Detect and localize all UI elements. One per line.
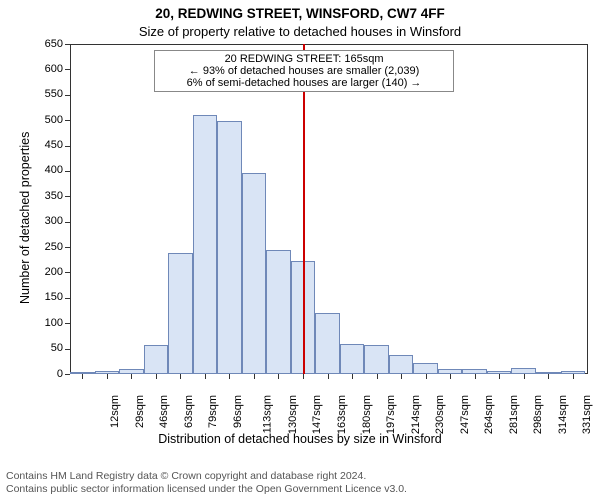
x-tick-mark <box>450 374 451 379</box>
y-tick-mark <box>65 69 70 70</box>
x-tick-label: 331sqm <box>581 395 593 434</box>
x-tick-mark <box>377 374 378 379</box>
annotation-line1: 20 REDWING STREET: 165sqm <box>159 53 449 65</box>
histogram-bar <box>462 369 487 374</box>
x-tick-mark <box>278 374 279 379</box>
y-tick-label: 650 <box>29 38 63 50</box>
histogram-bar <box>266 250 291 374</box>
histogram-bar <box>168 253 193 374</box>
histogram-bar <box>438 369 463 374</box>
y-tick-mark <box>65 349 70 350</box>
histogram-bar <box>242 173 267 374</box>
x-tick-mark <box>156 374 157 379</box>
histogram-bar <box>217 121 242 374</box>
x-tick-label: 12sqm <box>109 395 121 428</box>
y-tick-mark <box>65 171 70 172</box>
y-tick-mark <box>65 323 70 324</box>
y-tick-label: 0 <box>29 368 63 380</box>
footer-attribution: Contains HM Land Registry data © Crown c… <box>6 470 407 496</box>
x-tick-label: 264sqm <box>483 395 495 434</box>
y-tick-mark <box>65 222 70 223</box>
footer-line1: Contains HM Land Registry data © Crown c… <box>6 470 407 483</box>
x-tick-mark <box>205 374 206 379</box>
y-tick-mark <box>65 44 70 45</box>
histogram-bar <box>536 372 561 374</box>
x-tick-label: 96sqm <box>232 395 244 428</box>
histogram-bar <box>315 313 340 374</box>
histogram-bar <box>561 371 586 374</box>
x-tick-label: 314sqm <box>557 395 569 434</box>
x-tick-label: 29sqm <box>134 395 146 428</box>
x-tick-label: 46sqm <box>158 395 170 428</box>
y-tick-label: 400 <box>29 164 63 176</box>
x-tick-mark <box>107 374 108 379</box>
x-tick-mark <box>426 374 427 379</box>
reference-line <box>303 44 305 374</box>
y-tick-label: 300 <box>29 215 63 227</box>
annotation-line2: ← 93% of detached houses are smaller (2,… <box>159 65 449 77</box>
x-tick-mark <box>82 374 83 379</box>
histogram-bar <box>70 372 95 374</box>
histogram-bar <box>144 345 169 374</box>
x-tick-label: 230sqm <box>434 395 446 434</box>
y-tick-label: 200 <box>29 266 63 278</box>
x-tick-mark <box>303 374 304 379</box>
y-tick-mark <box>65 298 70 299</box>
histogram-bar <box>487 371 512 374</box>
annotation-box: 20 REDWING STREET: 165sqm← 93% of detach… <box>154 50 454 92</box>
x-tick-mark <box>475 374 476 379</box>
y-tick-label: 250 <box>29 241 63 253</box>
y-tick-label: 100 <box>29 317 63 329</box>
x-tick-label: 214sqm <box>410 395 422 434</box>
x-tick-label: 180sqm <box>361 395 373 434</box>
x-tick-label: 197sqm <box>385 395 397 434</box>
x-tick-mark <box>180 374 181 379</box>
footer-line2: Contains public sector information licen… <box>6 483 407 496</box>
y-tick-label: 450 <box>29 139 63 151</box>
y-tick-label: 150 <box>29 291 63 303</box>
histogram-bar <box>193 115 218 374</box>
y-tick-mark <box>65 272 70 273</box>
chart-subtitle: Size of property relative to detached ho… <box>0 24 600 39</box>
chart-title: 20, REDWING STREET, WINSFORD, CW7 4FF <box>0 6 600 21</box>
x-tick-label: 79sqm <box>207 395 219 428</box>
annotation-line3: 6% of semi-detached houses are larger (1… <box>159 77 449 89</box>
x-tick-mark <box>254 374 255 379</box>
x-tick-label: 247sqm <box>459 395 471 434</box>
x-tick-mark <box>524 374 525 379</box>
x-tick-label: 147sqm <box>312 395 324 434</box>
y-tick-mark <box>65 95 70 96</box>
y-tick-label: 550 <box>29 88 63 100</box>
histogram-bar <box>364 345 389 374</box>
x-tick-label: 63sqm <box>183 395 195 428</box>
x-tick-mark <box>328 374 329 379</box>
x-tick-mark <box>352 374 353 379</box>
x-tick-label: 113sqm <box>262 395 274 433</box>
x-tick-label: 281sqm <box>508 395 520 434</box>
x-tick-mark <box>401 374 402 379</box>
histogram-bar <box>340 344 365 374</box>
x-tick-mark <box>573 374 574 379</box>
y-tick-label: 350 <box>29 190 63 202</box>
histogram-bar <box>511 368 536 374</box>
histogram-bar <box>389 355 414 374</box>
histogram-bar <box>413 363 438 374</box>
x-tick-label: 298sqm <box>532 395 544 434</box>
x-tick-mark <box>548 374 549 379</box>
y-tick-label: 50 <box>29 342 63 354</box>
histogram-bar <box>119 369 144 374</box>
x-tick-mark <box>229 374 230 379</box>
y-tick-mark <box>65 247 70 248</box>
y-tick-mark <box>65 146 70 147</box>
y-tick-mark <box>65 120 70 121</box>
x-tick-mark <box>499 374 500 379</box>
x-tick-label: 163sqm <box>336 395 348 434</box>
y-tick-label: 600 <box>29 63 63 75</box>
histogram-bar <box>95 371 120 374</box>
x-tick-label: 130sqm <box>287 395 299 434</box>
y-tick-mark <box>65 196 70 197</box>
x-tick-mark <box>131 374 132 379</box>
y-tick-label: 500 <box>29 114 63 126</box>
